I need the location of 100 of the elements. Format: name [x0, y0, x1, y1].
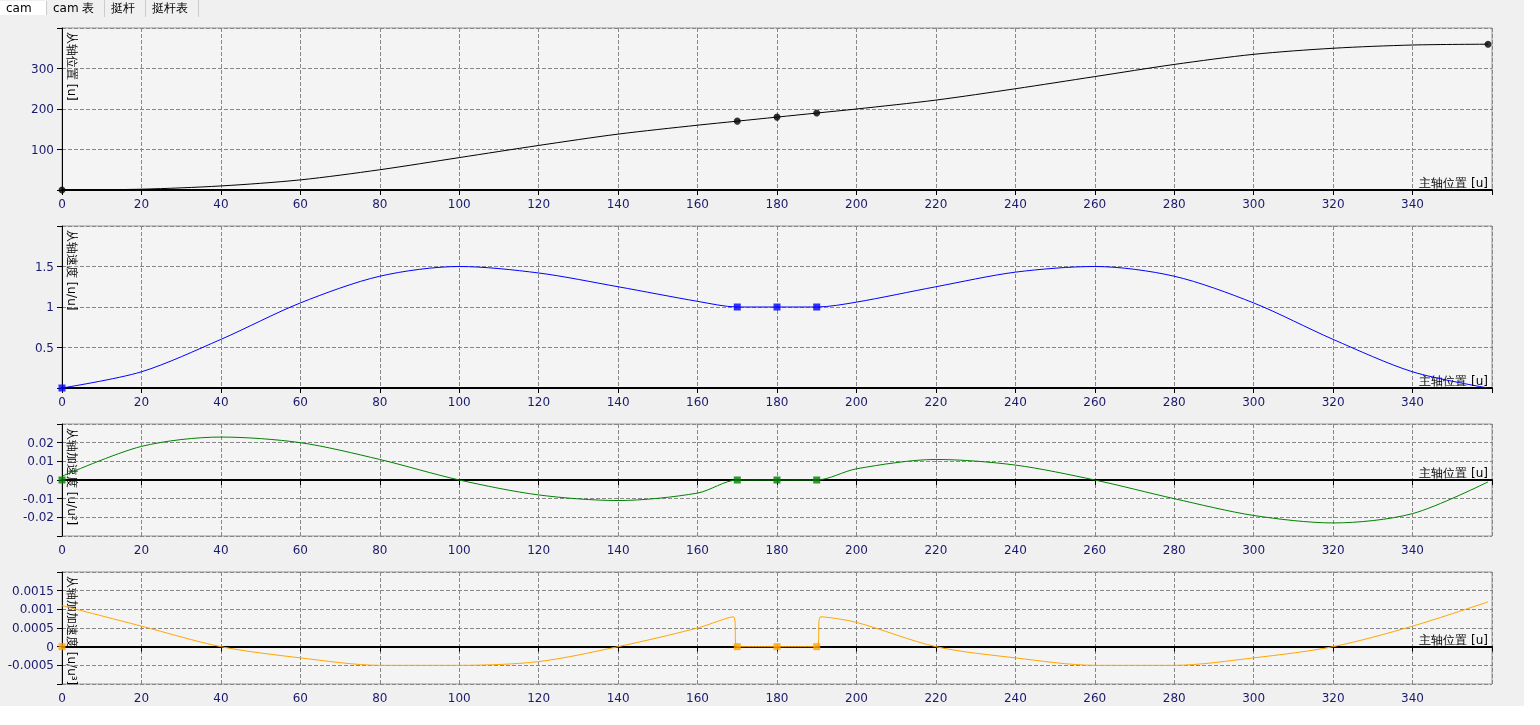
x-tick-label: 200: [844, 197, 868, 211]
x-tick-label: 140: [606, 691, 630, 705]
x-tick-label: 160: [686, 197, 710, 211]
x-tick-label: 200: [844, 543, 868, 557]
x-tick-label: 160: [686, 691, 710, 705]
x-tick-label: 320: [1321, 691, 1345, 705]
x-tick-label: 300: [1242, 197, 1266, 211]
y-tick-label: -0.0005: [7, 658, 54, 673]
x-tick-label: 100: [447, 543, 471, 557]
x-tick-label: 100: [447, 395, 471, 409]
y-tick-label: 200: [31, 102, 54, 116]
x-tick-label: 120: [527, 197, 551, 211]
y-tick-label: 1.5: [34, 259, 54, 274]
y-tick-label: 0: [46, 473, 54, 487]
y-tick-label: 1: [46, 300, 54, 314]
y-tick-label: 0: [46, 639, 54, 654]
x-tick-label: 280: [1162, 691, 1186, 705]
y-axis-title: 从轴速度 [u/u]: [65, 230, 79, 311]
y-tick-label: -0.01: [22, 491, 54, 506]
x-tick-label: 260: [1083, 543, 1107, 557]
y-tick-label: 0.0005: [12, 621, 54, 635]
x-tick-label: 60: [292, 691, 308, 705]
x-tick-label: 180: [765, 543, 789, 557]
x-tick-label: 220: [924, 197, 948, 211]
x-tick-label: 80: [372, 197, 388, 211]
x-tick-label: 200: [844, 691, 868, 705]
y-tick-label: 0.5: [34, 340, 54, 355]
x-tick-label: 280: [1162, 395, 1186, 409]
x-tick-label: 40: [213, 197, 229, 211]
x-tick-label: 20: [133, 197, 150, 211]
x-tick-label: 180: [765, 691, 789, 705]
y-tick-label: -0.02: [22, 510, 54, 525]
x-tick-label: 180: [765, 395, 789, 409]
x-tick-label: 0: [58, 395, 66, 409]
y-tick-label: 0.001: [19, 602, 54, 617]
x-tick-label: 220: [924, 691, 948, 705]
text: cam 表: [47, 0, 106, 17]
x-tick-label: 340: [1401, 691, 1425, 705]
x-tick-label: 320: [1321, 197, 1345, 211]
point: [813, 109, 821, 117]
point: [1484, 40, 1492, 48]
x-tick-label: 20: [133, 395, 150, 409]
x-tick-label: 260: [1083, 197, 1107, 211]
y-tick-label: 0.01: [27, 454, 54, 469]
x-axis-title: 主轴位置 [u]: [1419, 176, 1488, 190]
y-tick-label: 300: [31, 61, 54, 76]
x-tick-label: 320: [1321, 395, 1345, 409]
x-tick-label: 180: [765, 197, 789, 211]
x-tick-label: 0: [58, 543, 66, 557]
x-tick-label: 320: [1321, 543, 1345, 557]
x-tick-label: 300: [1242, 691, 1266, 705]
x-tick-label: 220: [924, 543, 948, 557]
x-tick-label: 280: [1162, 197, 1186, 211]
y-tick-label: 100: [31, 142, 54, 157]
x-tick-label: 60: [292, 197, 308, 211]
text: 挺杆表: [146, 0, 200, 17]
x-tick-label: 100: [447, 691, 471, 705]
x-tick-label: 140: [606, 543, 630, 557]
x-tick-label: 240: [1003, 543, 1027, 557]
x-tick-label: 20: [133, 543, 150, 557]
x-tick-label: 260: [1083, 395, 1107, 409]
x-tick-label: 80: [372, 691, 388, 705]
x-tick-label: 340: [1401, 395, 1425, 409]
x-tick-label: 100: [447, 197, 471, 211]
x-tick-label: 120: [527, 691, 551, 705]
x-tick-label: 40: [213, 543, 229, 557]
x-tick-label: 60: [292, 543, 308, 557]
x-tick-label: 300: [1242, 543, 1266, 557]
point: [733, 117, 741, 125]
x-tick-label: 160: [686, 395, 710, 409]
x-axis-title: 主轴位置 [u]: [1419, 466, 1488, 480]
x-tick-label: 40: [213, 395, 229, 409]
x-tick-label: 140: [606, 395, 630, 409]
y-tick-label: 0.0015: [12, 583, 54, 598]
x-tick-label: 340: [1401, 197, 1425, 211]
x-tick-label: 240: [1003, 691, 1027, 705]
x-tick-label: 60: [292, 395, 308, 409]
x-axis-title: 主轴位置 [u]: [1419, 632, 1488, 647]
x-tick-label: 40: [213, 691, 229, 705]
x-tick-label: 220: [924, 395, 948, 409]
text: cam: [0, 1, 47, 15]
y-axis-title: 从轴位置 [u]: [65, 32, 79, 101]
x-tick-label: 140: [606, 197, 630, 211]
x-tick-label: 120: [527, 543, 551, 557]
x-tick-label: 0: [58, 691, 66, 705]
x-tick-label: 120: [527, 395, 551, 409]
x-tick-label: 160: [686, 543, 710, 557]
x-tick-label: 20: [133, 691, 150, 705]
x-tick-label: 80: [372, 543, 388, 557]
x-tick-label: 0: [58, 197, 66, 211]
x-tick-label: 240: [1003, 197, 1027, 211]
x-tick-label: 200: [844, 395, 868, 409]
x-tick-label: 260: [1083, 691, 1107, 705]
text: 挺杆: [105, 0, 147, 17]
x-tick-label: 300: [1242, 395, 1266, 409]
x-tick-label: 340: [1401, 543, 1425, 557]
x-tick-label: 280: [1162, 543, 1186, 557]
x-tick-label: 80: [372, 395, 388, 409]
y-tick-label: 0.02: [27, 435, 54, 450]
x-tick-label: 240: [1003, 395, 1027, 409]
